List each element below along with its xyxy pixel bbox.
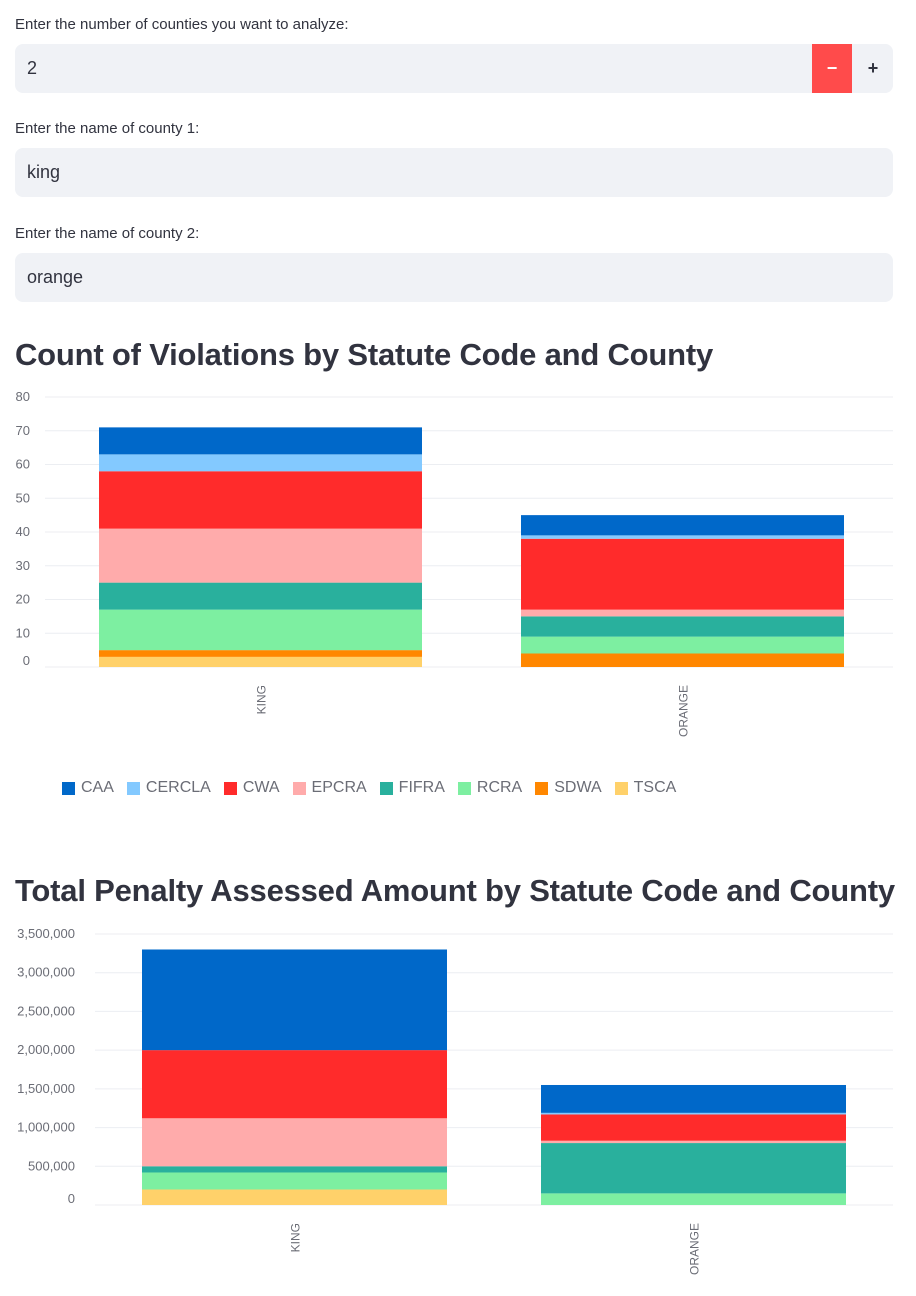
legend-label: FIFRA (398, 779, 445, 796)
legend-item-rcra[interactable]: RCRA (457, 779, 523, 797)
violations-count-chart: 0 10 20 30 40 50 60 70 80 KING ORANGE (16, 389, 893, 737)
bar-segment-cercla-orange[interactable] (541, 1112, 846, 1115)
bar-segment-epcra-king[interactable] (99, 528, 422, 583)
bar-segment-fifra-king[interactable] (142, 1166, 447, 1173)
bar-segment-tsca-king[interactable] (142, 1189, 447, 1205)
bar-segment-cwa-orange[interactable] (541, 1114, 846, 1141)
legend-item-tsca[interactable]: TSCA (614, 779, 677, 797)
legend-label: CWA (242, 779, 280, 796)
bar-segment-fifra-orange[interactable] (541, 1143, 846, 1194)
x-category-label: ORANGE (677, 685, 691, 737)
bar-segment-caa-king[interactable] (99, 427, 422, 455)
bar-segment-rcra-king[interactable] (99, 609, 422, 651)
y-tick-label: 1,000,000 (17, 1120, 75, 1135)
bar-segment-caa-orange[interactable] (541, 1084, 846, 1113)
bar-segment-caa-orange[interactable] (521, 515, 844, 536)
bar-segment-sdwa-king[interactable] (99, 650, 422, 657)
bar-segment-sdwa-orange[interactable] (521, 653, 844, 668)
legend-item-epcra[interactable]: EPCRA (292, 779, 367, 797)
y-tick-label: 0 (68, 1191, 75, 1206)
county1-label: Enter the name of county 1: (15, 120, 200, 137)
increment-button[interactable]: + (853, 44, 893, 93)
bar-segment-cwa-king[interactable] (99, 471, 422, 529)
legend-label: RCRA (476, 779, 523, 796)
chart1-title: Count of Violations by Statute Code and … (15, 337, 714, 372)
legend-swatch (292, 781, 306, 795)
legend-label: EPCRA (311, 779, 367, 796)
legend-item-caa[interactable]: CAA (62, 779, 114, 797)
num-counties-label: Enter the number of counties you want to… (15, 16, 349, 33)
x-category-label: KING (255, 685, 269, 714)
county2-input[interactable] (15, 253, 893, 302)
legend-label: CERCLA (145, 779, 211, 796)
legend-label: TSCA (633, 779, 677, 796)
y-tick-label: 500,000 (28, 1158, 75, 1173)
legend-swatch (62, 781, 75, 795)
plus-icon: + (867, 58, 879, 78)
bar-segment-fifra-orange[interactable] (521, 616, 844, 637)
bar-segment-epcra-orange[interactable] (521, 609, 844, 617)
y-tick-label: 10 (16, 625, 30, 640)
chart2-title: Total Penalty Assessed Amount by Statute… (15, 873, 895, 908)
x-category-label: ORANGE (688, 1223, 702, 1275)
bar-segment-epcra-orange[interactable] (541, 1140, 846, 1144)
bar-segment-rcra-orange[interactable] (541, 1193, 846, 1205)
y-tick-label: 80 (16, 389, 30, 404)
county1-input[interactable] (15, 148, 893, 197)
y-tick-label: 70 (16, 423, 30, 438)
legend-swatch (535, 781, 549, 795)
bar-segment-cwa-orange[interactable] (521, 538, 844, 610)
bar-segment-cercla-king[interactable] (99, 454, 422, 472)
legend-item-sdwa[interactable]: SDWA (535, 779, 602, 797)
y-tick-label: 3,000,000 (17, 965, 75, 980)
y-tick-label: 40 (16, 524, 30, 539)
county1-field (15, 148, 893, 197)
county2-field (15, 253, 893, 302)
x-category-label: KING (289, 1223, 303, 1252)
y-tick-label: 2,500,000 (17, 1003, 75, 1018)
bar-segment-rcra-king[interactable] (142, 1172, 447, 1190)
legend-swatch (457, 781, 471, 795)
bar-segment-tsca-king[interactable] (99, 656, 422, 667)
legend-swatch (614, 781, 628, 795)
bar-segment-cwa-king[interactable] (142, 1050, 447, 1119)
num-counties-stepper: − + (15, 44, 893, 93)
y-tick-label: 0 (23, 653, 30, 668)
minus-icon: − (826, 58, 838, 78)
legend-label: SDWA (554, 779, 602, 796)
county2-label: Enter the name of county 2: (15, 225, 200, 242)
chart-legend: CAA CERCLA CWA EPCRA FIFRA RCRA SDWA TSCA (62, 779, 676, 797)
y-tick-label: 20 (16, 592, 30, 607)
penalty-amount-chart: 0 500,000 1,000,000 1,500,000 2,000,000 2,500… (17, 926, 893, 1275)
legend-item-cercla[interactable]: CERCLA (126, 779, 211, 797)
bar-segment-epcra-king[interactable] (142, 1118, 447, 1167)
y-tick-label: 2,000,000 (17, 1042, 75, 1057)
legend-label: CAA (81, 779, 114, 796)
y-tick-label: 60 (16, 457, 30, 472)
legend-item-fifra[interactable]: FIFRA (379, 779, 445, 797)
y-tick-label: 50 (16, 490, 30, 505)
bar-segment-rcra-orange[interactable] (521, 636, 844, 654)
y-tick-label: 3,500,000 (17, 926, 75, 941)
bar-segment-caa-king[interactable] (142, 949, 447, 1051)
legend-item-cwa[interactable]: CWA (223, 779, 280, 797)
y-tick-label: 1,500,000 (17, 1081, 75, 1096)
bar-segment-fifra-king[interactable] (99, 582, 422, 610)
num-counties-input[interactable] (15, 44, 805, 93)
y-tick-label: 30 (16, 558, 30, 573)
decrement-button[interactable]: − (812, 44, 852, 93)
legend-swatch (223, 781, 237, 795)
legend-swatch (126, 781, 140, 795)
legend-swatch (379, 781, 393, 795)
bar-segment-cercla-orange[interactable] (521, 535, 844, 539)
